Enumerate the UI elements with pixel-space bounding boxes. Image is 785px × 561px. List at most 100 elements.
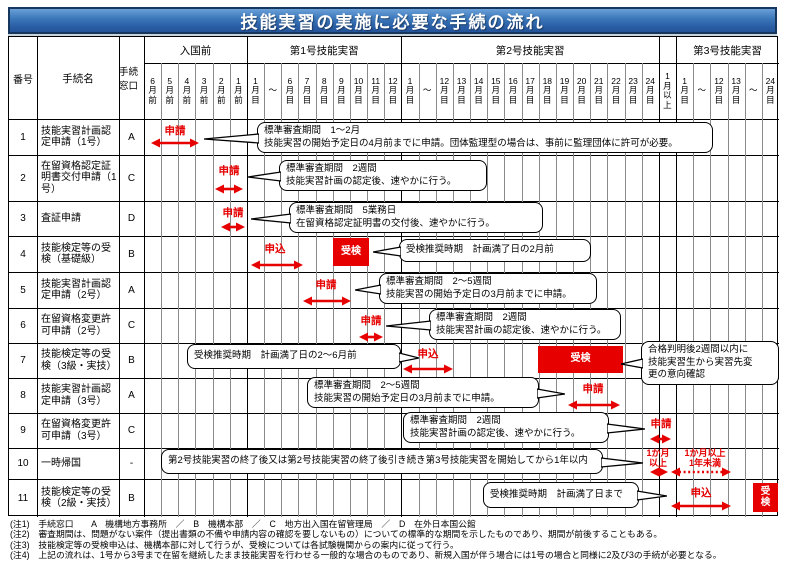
row-number: 5 xyxy=(20,284,26,296)
row-number: 4 xyxy=(20,248,26,260)
callout-line: 標準審査期間 2週間 xyxy=(286,162,377,174)
callout-note: 受検推奨時期 計画満了日の2月前 xyxy=(399,239,591,262)
vertical-char: 目 xyxy=(440,94,449,105)
range-arrow xyxy=(215,183,243,195)
vertical-char: 目 xyxy=(474,94,483,105)
vertical-char: 月 xyxy=(319,85,329,96)
row-divider xyxy=(9,343,779,344)
vertical-char: 月 xyxy=(216,85,226,96)
window-code: D xyxy=(127,213,136,224)
vertical-char: 2 xyxy=(218,75,224,86)
row-divider xyxy=(9,479,779,480)
title-bar: 技能実習の実施に必要な手続の流れ xyxy=(8,7,777,34)
month-label: 12 月目 xyxy=(384,63,401,119)
vertical-char: 18 xyxy=(542,75,553,86)
callout-note: 合格判明後2週間以内に 技能実習生から実習先変 更の意向確認 xyxy=(641,341,779,385)
vertical-char: 12 xyxy=(388,75,398,86)
procedure-name: 一時帰国 xyxy=(41,457,81,469)
vertical-char: 手続窓口 xyxy=(119,67,139,92)
vertical-char: 15 xyxy=(491,75,501,86)
vertical-char: 上 xyxy=(663,99,672,110)
month-divider xyxy=(693,63,695,517)
vertical-char: 目 xyxy=(766,94,775,105)
vertical-char: 目 xyxy=(628,94,638,105)
vertical-char: 目 xyxy=(560,94,569,105)
callout-note: 第2号技能実習の終了後又は第2号技能実習の終了後引き続き第3号技能実習を開始して… xyxy=(161,449,603,474)
vertical-char: 8 xyxy=(321,75,327,86)
window-code: C xyxy=(127,320,136,331)
row-number: 3 xyxy=(20,213,26,224)
vertical-char: 目 xyxy=(337,94,346,105)
vertical-char: 月 xyxy=(388,85,398,96)
row-number: 10 xyxy=(17,458,29,469)
page-title: 技能実習の実施に必要な手続の流れ xyxy=(240,13,545,32)
vertical-char: 14 xyxy=(473,75,484,86)
vertical-char: 目 xyxy=(491,94,501,105)
header-procedure-name: 手続名 xyxy=(62,72,94,85)
vertical-char: 目 xyxy=(251,94,260,105)
range-arrow xyxy=(359,331,383,343)
vertical-char: 10 xyxy=(353,75,364,86)
month-label: 17 月目 xyxy=(522,63,539,119)
month-label: 15 月目 xyxy=(487,63,504,119)
group-divider xyxy=(658,37,660,517)
callout-line: 合格判明後2週間以内に xyxy=(648,344,749,356)
month-label: 11 月目 xyxy=(367,63,384,119)
vertical-char: 20 xyxy=(576,75,587,86)
vertical-char: 月 xyxy=(337,85,346,96)
month-divider xyxy=(744,63,746,517)
row-divider xyxy=(9,272,779,273)
vertical-char: 目 xyxy=(646,94,655,105)
note-line: (注2) 審査期間は、問題がない案件（提出書類の不備や申請内容の確認を要しないも… xyxy=(10,529,663,540)
callout-note: 標準審査期間 2週間 技能実習計画の認定後、速やかに行う。 xyxy=(279,160,487,191)
vertical-char: 月 xyxy=(766,85,775,96)
vertical-char: 6 xyxy=(150,75,155,86)
vertical-char: 19 xyxy=(559,75,570,86)
procedure-name: 技能検定等の受検（基礎級） xyxy=(41,242,111,266)
apply-label: 申込 xyxy=(264,243,286,255)
vertical-char: 13 xyxy=(731,75,741,86)
vertical-char: 目 xyxy=(319,94,329,105)
callout-line: 技能実習の開始予定日の3月前までに申請。 xyxy=(386,288,572,300)
callout-tail xyxy=(398,351,420,363)
callout-note: 標準審査期間 2週間 技能実習計画の認定後、速やかに行う。 xyxy=(429,309,621,340)
vertical-char: 23 xyxy=(628,75,638,86)
vertical-char: 24 xyxy=(645,75,655,86)
vertical-char: 月 xyxy=(731,85,741,96)
vertical-char: 目 xyxy=(543,94,552,105)
vertical-char: 目 xyxy=(457,94,466,105)
callout-line: 技能実習の開始予定日の3月前までに申請。 xyxy=(314,392,500,404)
vertical-char: 目 xyxy=(594,94,604,105)
vertical-char: 目 xyxy=(680,94,689,105)
vertical-char: 月 xyxy=(440,85,449,96)
vertical-char: 月 xyxy=(234,85,243,96)
callout-line: 標準審査期間 2～5週間 xyxy=(314,379,420,391)
duration-label-line: 1か月 xyxy=(646,448,670,458)
vertical-char: 以 xyxy=(663,90,672,100)
note-line: (注3) 技能検定等の受検申込は、機構本部に対して行うが、受検については各試験機… xyxy=(10,539,459,550)
apply-label: 申請 xyxy=(218,165,240,177)
callout-line: 技能実習計画の認定後、速やかに行う。 xyxy=(286,175,457,187)
row-divider xyxy=(9,308,779,309)
row-divider xyxy=(9,236,779,237)
callout-line: 技能実習計画の認定後、速やかに行う。 xyxy=(436,324,607,336)
callout-line: 標準審査期間 2週間 xyxy=(436,311,527,323)
callout-tail xyxy=(247,170,282,182)
vertical-char: 1 xyxy=(665,71,670,81)
vertical-char: 21 xyxy=(594,75,604,86)
vertical-char: 月 xyxy=(663,80,672,91)
row-number: 11 xyxy=(17,492,29,504)
callout-line: 標準審査期間 5業務日 xyxy=(296,204,397,216)
month-label: 10 月目 xyxy=(350,63,367,119)
callout-line: 受検推奨時期 計画満了日の2～6月前 xyxy=(194,350,357,362)
vertical-char: 1 xyxy=(236,75,241,86)
vertical-char: 目 xyxy=(731,94,741,105)
vertical-char: 前 xyxy=(165,94,174,105)
month-divider xyxy=(332,63,334,517)
apply-label: 申込 xyxy=(690,487,712,499)
vertical-char: 月 xyxy=(285,85,295,96)
vertical-char: 16 xyxy=(508,75,518,86)
dotted-range-arrow xyxy=(671,466,731,478)
vertical-char: 目 xyxy=(525,94,535,105)
